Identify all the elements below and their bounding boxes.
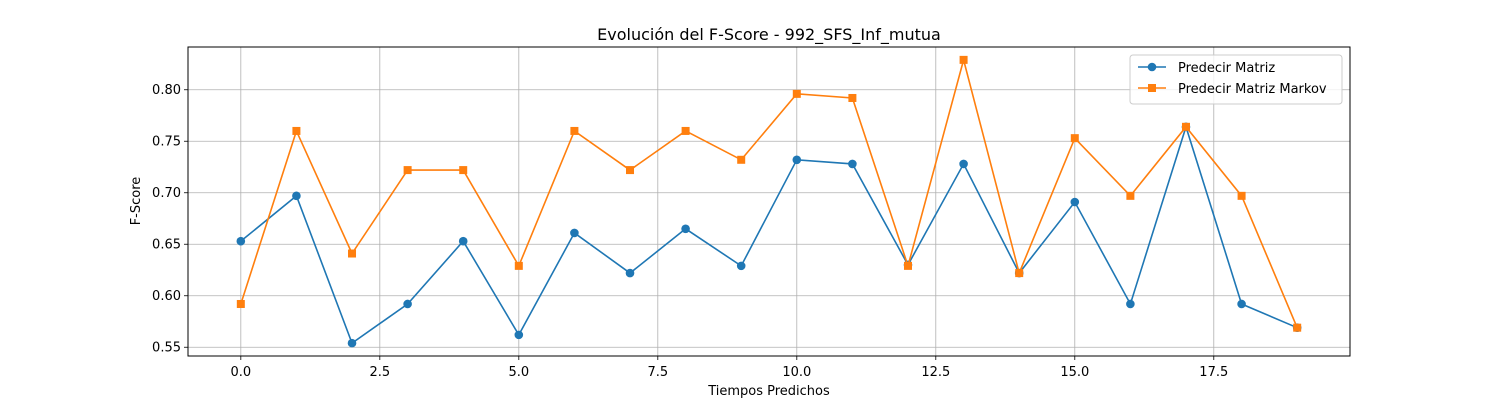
legend-marker-predecir-matriz-markov <box>1148 84 1156 92</box>
series-layer <box>236 55 1302 348</box>
data-point <box>1070 134 1079 143</box>
data-point <box>459 166 468 175</box>
x-tick-label: 5.0 <box>508 365 529 380</box>
data-point <box>681 224 690 234</box>
data-point <box>848 159 857 169</box>
data-point <box>236 236 246 246</box>
data-point <box>292 126 301 135</box>
data-point <box>792 89 801 98</box>
data-point <box>1070 197 1080 207</box>
legend-label-predecir-matriz: Predecir Matriz <box>1178 61 1275 76</box>
y-tick-label: 0.60 <box>152 289 181 304</box>
x-axis-label: Tiempos Predichos <box>707 384 830 399</box>
data-point <box>737 155 746 164</box>
x-tick-label: 17.5 <box>1199 365 1228 380</box>
y-axis: 0.55 0.60 0.65 0.70 0.75 0.80 <box>152 83 188 356</box>
data-point <box>681 126 690 135</box>
data-point <box>403 299 412 309</box>
data-point <box>292 191 301 201</box>
data-point <box>570 228 579 238</box>
data-point <box>903 261 912 270</box>
data-point <box>514 330 524 340</box>
data-point <box>1237 191 1246 200</box>
legend-label-predecir-matriz-markov: Predecir Matriz Markov <box>1178 82 1327 97</box>
data-point <box>1237 299 1246 309</box>
y-tick-label: 0.55 <box>152 341 181 356</box>
data-point <box>236 299 245 308</box>
x-tick-label: 10.0 <box>782 365 811 380</box>
x-tick-label: 7.5 <box>647 365 668 380</box>
plot-frame <box>187 46 1351 357</box>
data-point <box>959 159 968 169</box>
y-tick-label: 0.80 <box>152 83 181 98</box>
legend-box <box>1129 54 1343 105</box>
y-tick-label: 0.70 <box>152 186 181 201</box>
x-tick-label: 0.0 <box>230 365 251 380</box>
x-tick-label: 2.5 <box>369 365 390 380</box>
data-point <box>1181 122 1190 131</box>
data-point <box>1293 323 1302 332</box>
series-predecir-matriz <box>236 122 1302 348</box>
series-line-predecir-matriz <box>240 124 1298 345</box>
data-point <box>792 155 802 165</box>
data-point <box>348 249 357 258</box>
legend-marker-predecir-matriz <box>1147 62 1157 72</box>
data-point <box>570 126 579 135</box>
data-point <box>736 261 746 271</box>
series-line-predecir-matriz-markov <box>240 56 1298 328</box>
x-tick-label: 15.0 <box>1060 365 1089 380</box>
y-tick-label: 0.75 <box>152 135 181 150</box>
data-point <box>1015 269 1024 278</box>
y-tick-label: 0.65 <box>152 238 181 253</box>
x-axis: 0.0 2.5 5.0 7.5 10.0 12.5 15.0 17.5 <box>230 356 1228 380</box>
data-point <box>848 93 857 102</box>
data-point <box>347 338 357 348</box>
series-predecir-matriz-markov <box>236 55 1302 332</box>
y-axis-label: F-Score <box>129 177 144 226</box>
data-point <box>403 166 412 175</box>
data-point <box>1126 299 1135 309</box>
x-tick-label: 12.5 <box>921 365 950 380</box>
data-point <box>514 261 523 270</box>
data-point <box>1126 191 1135 200</box>
legend: Predecir Matriz Predecir Matriz Markov <box>1129 54 1343 105</box>
data-point <box>626 166 635 175</box>
data-point <box>625 268 635 278</box>
data-point <box>458 236 468 246</box>
data-point <box>959 55 968 64</box>
chart-title: Evolución del F-Score - 992_SFS_Inf_mutu… <box>597 25 941 45</box>
